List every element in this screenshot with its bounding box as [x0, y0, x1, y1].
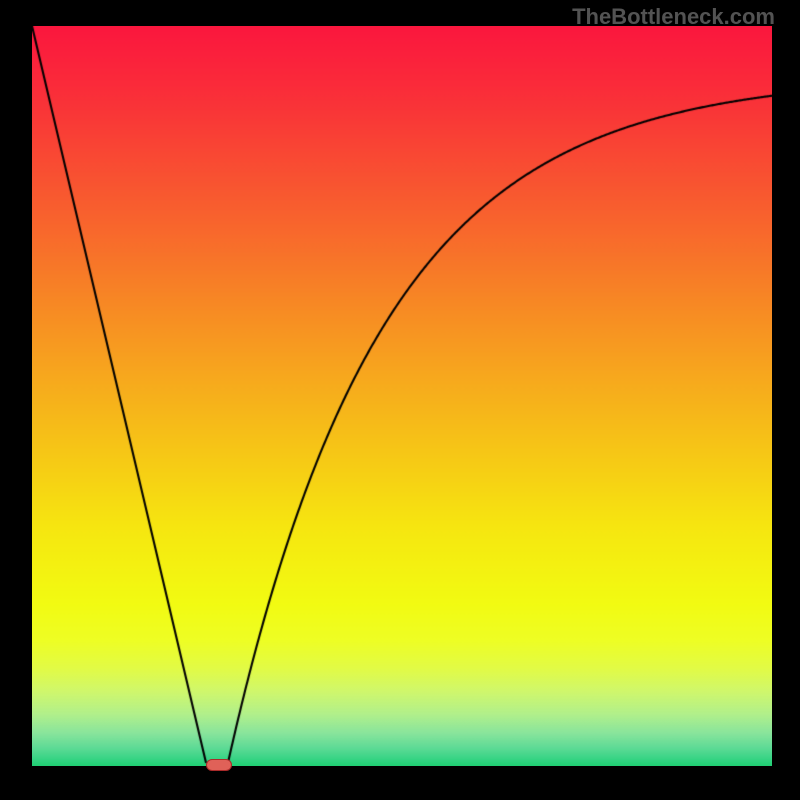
plot-area: [32, 26, 772, 766]
chart-frame: TheBottleneck.com: [0, 0, 800, 800]
minimum-marker: [206, 759, 232, 771]
bottleneck-curve: [32, 26, 772, 766]
watermark-text: TheBottleneck.com: [572, 4, 775, 30]
